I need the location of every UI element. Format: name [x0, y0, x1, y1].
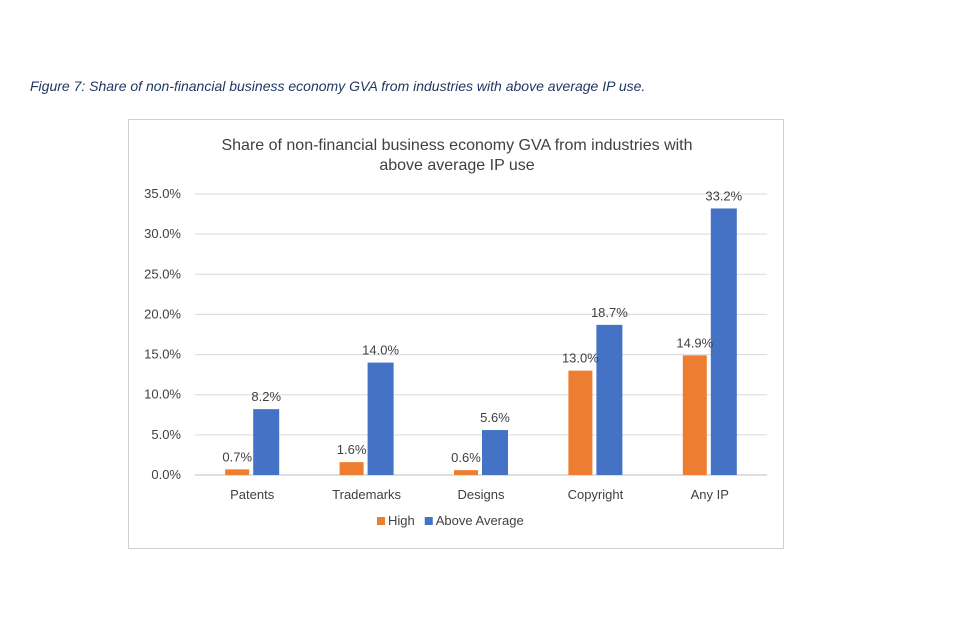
bar-high: [682, 355, 707, 475]
legend-swatch-high: [377, 517, 385, 525]
bar-above-average: [367, 362, 394, 475]
y-tick-label: 20.0%: [144, 306, 181, 321]
bar-chart: Share of non-financial business economy …: [144, 137, 767, 528]
legend: High Above Average: [377, 513, 524, 528]
data-label: 0.7%: [222, 449, 252, 464]
legend-label: Above Average: [436, 513, 524, 528]
y-tick-label: 10.0%: [144, 387, 181, 402]
bar-above-average: [482, 430, 508, 475]
chart-title-line: above average IP use: [379, 157, 534, 174]
gridlines: [195, 193, 767, 476]
legend-swatch-above-average: [424, 517, 433, 525]
data-labels: 0.7% 8.2% 1.6% 14.0% 0.6% 5.6% 13.0% 18.7% 14.9%…: [222, 188, 742, 465]
y-tick-label: 30.0%: [144, 226, 181, 241]
bars: [225, 208, 737, 476]
bar-high: [568, 370, 593, 475]
x-axis-ticks: Patents Trademarks Designs Copyright Any IP: [230, 487, 729, 502]
x-tick-label: Patents: [230, 487, 275, 502]
y-tick-label: 15.0%: [144, 347, 181, 362]
data-label: 14.0%: [362, 343, 399, 358]
y-tick-label: 5.0%: [151, 427, 181, 442]
bar-above-average: [253, 409, 280, 475]
bar-above-average: [710, 208, 737, 476]
chart-title-line: Share of non-financial business economy …: [221, 137, 692, 154]
data-label: 5.6%: [480, 410, 510, 425]
y-tick-label: 0.0%: [151, 467, 181, 482]
data-label: 1.6%: [337, 442, 367, 457]
data-label: 8.2%: [251, 389, 281, 404]
bar-high: [339, 462, 364, 475]
bar-above-average: [596, 324, 623, 475]
x-tick-label: Copyright: [568, 487, 624, 502]
y-tick-label: 25.0%: [144, 266, 181, 281]
x-tick-label: Trademarks: [332, 487, 401, 502]
bar-high: [225, 469, 250, 475]
x-tick-label: Designs: [458, 487, 505, 502]
data-label: 0.6%: [451, 450, 481, 465]
data-label: 33.2%: [705, 188, 742, 203]
y-axis-ticks: 0.0% 5.0% 10.0% 15.0% 20.0% 25.0% 30.0% 35.0%: [144, 186, 181, 482]
y-tick-label: 35.0%: [144, 186, 181, 201]
data-label: 18.7%: [591, 305, 628, 320]
data-label: 13.0%: [562, 351, 599, 366]
data-label: 14.9%: [676, 335, 713, 350]
bar-high: [454, 470, 478, 475]
chart-frame: Share of non-financial business economy …: [128, 119, 784, 549]
x-tick-label: Any IP: [691, 487, 729, 502]
chart-title: Share of non-financial business economy …: [221, 137, 692, 174]
figure-caption: Figure 7: Share of non-financial busines…: [30, 78, 646, 94]
legend-label: High: [388, 513, 415, 528]
